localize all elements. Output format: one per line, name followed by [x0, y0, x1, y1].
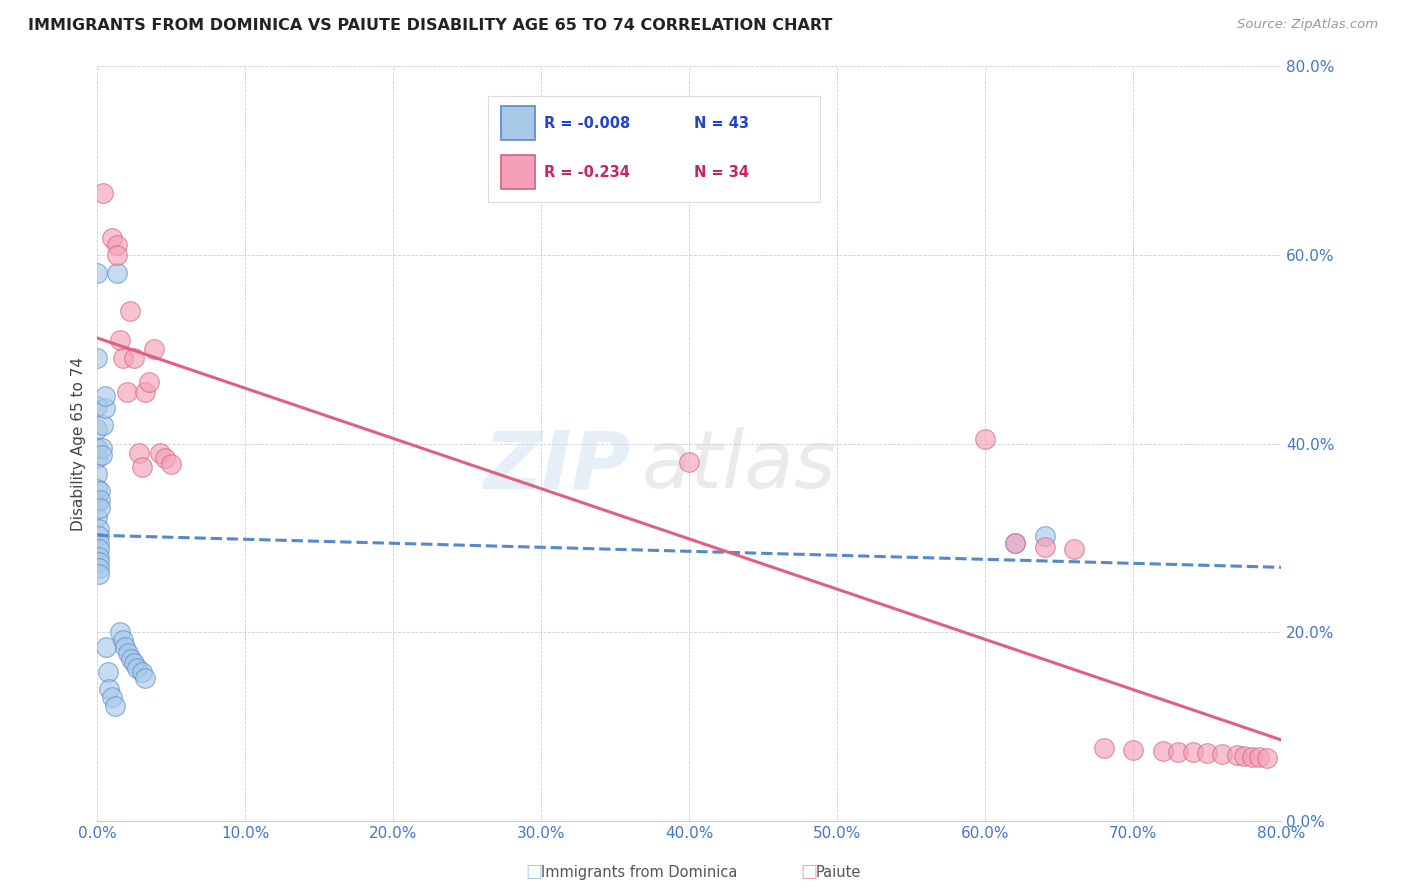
Point	[87, 555, 110, 569]
Point	[124, 351, 146, 366]
Point	[1004, 535, 1026, 549]
Point	[86, 442, 108, 456]
Point	[87, 535, 110, 549]
Point	[1004, 535, 1026, 549]
Text: □: □	[526, 863, 543, 881]
Point	[1181, 746, 1204, 760]
Point	[1063, 542, 1085, 557]
Point	[1197, 747, 1219, 761]
Point	[101, 690, 124, 704]
Point	[134, 671, 156, 685]
Point	[155, 450, 177, 465]
Point	[96, 640, 118, 654]
Point	[118, 304, 141, 318]
Point	[1240, 750, 1263, 764]
Point	[86, 422, 108, 436]
Point	[89, 483, 111, 498]
Point	[120, 652, 142, 666]
Point	[108, 333, 131, 347]
Point	[160, 458, 183, 472]
Point	[90, 448, 112, 462]
Point	[105, 267, 128, 281]
Point	[131, 460, 153, 475]
Point	[1033, 541, 1056, 555]
Point	[94, 389, 117, 403]
Point	[111, 351, 134, 366]
Text: IMMIGRANTS FROM DOMINICA VS PAIUTE DISABILITY AGE 65 TO 74 CORRELATION CHART: IMMIGRANTS FROM DOMINICA VS PAIUTE DISAB…	[28, 18, 832, 33]
Point	[1249, 750, 1271, 764]
Point	[1092, 740, 1115, 755]
Point	[86, 482, 108, 496]
Point	[89, 500, 111, 515]
Point	[87, 522, 110, 536]
Point	[128, 446, 150, 460]
Point	[86, 351, 108, 366]
Point	[86, 450, 108, 465]
Point	[86, 399, 108, 413]
Point	[108, 625, 131, 640]
Point	[86, 467, 108, 481]
Point	[98, 682, 121, 697]
Point	[138, 375, 160, 389]
Point	[974, 432, 997, 446]
Point	[87, 561, 110, 575]
Point	[1233, 749, 1256, 764]
Point	[1152, 743, 1174, 757]
Point	[131, 665, 153, 680]
Point	[1033, 529, 1056, 543]
Y-axis label: Disability Age 65 to 74: Disability Age 65 to 74	[72, 357, 86, 531]
Point	[87, 542, 110, 557]
Point	[127, 661, 149, 675]
Text: Paiute: Paiute	[815, 865, 860, 880]
Text: ZIP: ZIP	[482, 427, 630, 505]
Point	[117, 646, 139, 660]
Point	[134, 384, 156, 399]
Point	[86, 510, 108, 524]
Point	[89, 493, 111, 508]
Point	[115, 384, 138, 399]
Text: □: □	[800, 863, 817, 881]
Text: Immigrants from Dominica: Immigrants from Dominica	[541, 865, 738, 880]
Point	[87, 549, 110, 564]
Point	[87, 566, 110, 581]
Point	[1226, 748, 1249, 763]
Point	[111, 633, 134, 648]
Point	[90, 442, 112, 456]
Point	[86, 267, 108, 281]
Point	[114, 640, 136, 654]
Point	[105, 238, 128, 252]
Point	[1122, 742, 1144, 756]
Point	[1211, 747, 1233, 762]
Point	[101, 230, 124, 244]
Point	[148, 446, 170, 460]
Point	[105, 247, 128, 261]
Point	[91, 417, 114, 432]
Text: Source: ZipAtlas.com: Source: ZipAtlas.com	[1237, 18, 1378, 31]
Point	[86, 495, 108, 509]
Point	[124, 656, 146, 670]
Point	[97, 665, 120, 680]
Point	[91, 186, 114, 201]
Point	[104, 699, 127, 714]
Point	[1256, 751, 1278, 765]
Point	[94, 401, 117, 415]
Point	[678, 455, 700, 469]
Text: atlas: atlas	[643, 427, 837, 505]
Point	[1167, 745, 1189, 759]
Point	[142, 342, 165, 356]
Point	[87, 529, 110, 543]
